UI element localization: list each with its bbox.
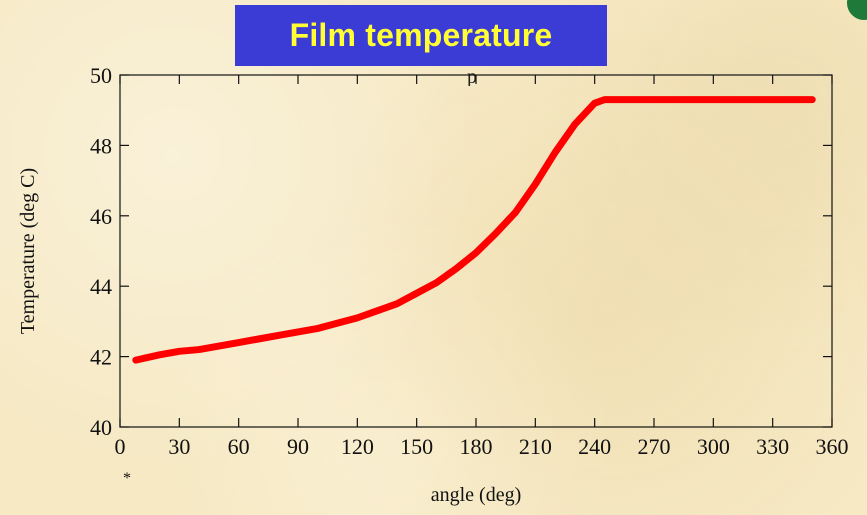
y-tick-label: 44 bbox=[90, 274, 112, 299]
y-tick-label: 46 bbox=[90, 204, 112, 229]
x-tick-label: 30 bbox=[168, 434, 190, 459]
x-tick-label: 210 bbox=[519, 434, 552, 459]
y-tick-label: 42 bbox=[90, 345, 112, 370]
y-tick-label: 50 bbox=[90, 63, 112, 88]
x-tick-label: 300 bbox=[697, 434, 730, 459]
y-axis-label: Temperature (deg C) bbox=[17, 168, 39, 334]
title-banner: Film temperature bbox=[235, 5, 607, 66]
x-tick-label: 240 bbox=[578, 434, 611, 459]
x-tick-label: 270 bbox=[638, 434, 671, 459]
series-line bbox=[132, 96, 816, 364]
corner-decoration bbox=[847, 0, 867, 20]
y-tick-label: 48 bbox=[90, 133, 112, 158]
x-tick-label: 330 bbox=[756, 434, 789, 459]
footnote-mark: * bbox=[123, 470, 131, 487]
x-tick-label: 360 bbox=[816, 434, 849, 459]
x-axis-label: angle (deg) bbox=[431, 484, 522, 506]
x-tick-label: 0 bbox=[115, 434, 126, 459]
x-tick-label: 120 bbox=[341, 434, 374, 459]
y-tick-label: 40 bbox=[90, 415, 112, 440]
x-tick-label: 150 bbox=[400, 434, 433, 459]
x-tick-label: 90 bbox=[287, 434, 309, 459]
x-tick-label: 60 bbox=[228, 434, 250, 459]
x-tick-label: 180 bbox=[460, 434, 493, 459]
chart-title: Film temperature bbox=[289, 17, 553, 53]
partial-title-text: p bbox=[467, 70, 477, 86]
